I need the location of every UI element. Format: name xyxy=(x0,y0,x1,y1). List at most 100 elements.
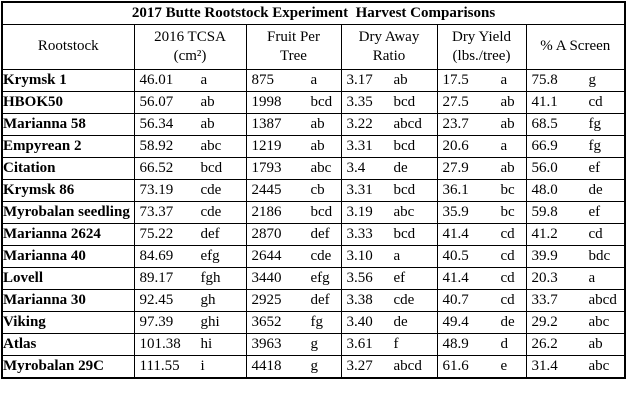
col-header-line1: 2016 TCSA xyxy=(154,28,226,45)
value-cell: 3.61 f xyxy=(340,333,438,356)
significance-group: abc xyxy=(200,138,222,154)
value-cell: 31.4 abc xyxy=(525,355,626,379)
rootstock-name-cell: Atlas xyxy=(1,333,135,356)
significance-group: def xyxy=(200,226,220,242)
value-cell: 3963 g xyxy=(245,333,342,356)
cell-value: 89.17 xyxy=(139,270,174,286)
value-cell: 41.4 cd xyxy=(436,223,527,246)
table-row: Citation 66.52 bcd 1793 abc 3.4 de 27.9 ab 56.0 ef xyxy=(1,157,626,180)
value-cell: 66.52 bcd xyxy=(133,157,247,180)
value-cell: 1998 bcd xyxy=(245,91,342,114)
significance-group: d xyxy=(500,336,509,352)
cell-value: 40.5 xyxy=(442,248,469,264)
value-cell: 41.4 cd xyxy=(436,267,527,290)
significance-group: cd xyxy=(500,270,515,286)
cell-value: 49.4 xyxy=(442,314,469,330)
value-cell: 48.9 d xyxy=(436,333,527,356)
cell-value: 3440 xyxy=(251,270,282,286)
value-cell: 27.9 ab xyxy=(436,157,527,180)
cell-value: 4418 xyxy=(251,358,282,374)
cell-value: 66.52 xyxy=(139,160,174,176)
significance-group: ab xyxy=(200,116,215,132)
value-cell: 40.7 cd xyxy=(436,289,527,312)
cell-value: 29.2 xyxy=(531,314,558,330)
cell-value: 39.9 xyxy=(531,248,558,264)
value-cell: 2644 cde xyxy=(245,245,342,268)
title-row: 2017 Butte Rootstock Experiment Harvest … xyxy=(1,1,626,25)
rootstock-name-cell: Lovell xyxy=(1,267,135,290)
significance-group: hi xyxy=(200,336,213,352)
value-cell: 101.38 hi xyxy=(133,333,247,356)
significance-group: e xyxy=(500,358,508,374)
cell-value: 26.2 xyxy=(531,336,558,352)
significance-group: g xyxy=(310,336,319,352)
value-cell: 3.4 de xyxy=(340,157,438,180)
significance-group: ab xyxy=(393,72,408,88)
value-cell: 56.07 ab xyxy=(133,91,247,114)
value-cell: 39.9 bdc xyxy=(525,245,626,268)
value-cell: 2870 def xyxy=(245,223,342,246)
significance-group: ef xyxy=(588,160,601,176)
significance-group: bcd xyxy=(393,226,416,242)
significance-group: def xyxy=(310,226,330,242)
significance-group: cde xyxy=(393,292,415,308)
significance-group: g xyxy=(310,358,319,374)
cell-value: 3963 xyxy=(251,336,282,352)
cell-value: 111.55 xyxy=(139,358,180,374)
significance-group: ab xyxy=(500,94,515,110)
rootstock-name-cell: Marianna 2624 xyxy=(1,223,135,246)
rootstock-name-cell: Myrobalan 29C xyxy=(1,355,135,379)
cell-value: 48.9 xyxy=(442,336,469,352)
significance-group: ef xyxy=(588,204,601,220)
col-header-line2: (lbs./tree) xyxy=(452,48,511,64)
value-cell: 1387 ab xyxy=(245,113,342,136)
significance-group: bc xyxy=(500,204,515,220)
significance-group: abc xyxy=(393,204,415,220)
value-cell: 75.22 def xyxy=(133,223,247,246)
value-cell: 56.34 ab xyxy=(133,113,247,136)
value-cell: 3.38 cde xyxy=(340,289,438,312)
value-cell: 26.2 ab xyxy=(525,333,626,356)
significance-group: cde xyxy=(200,204,222,220)
cell-value: 3.22 xyxy=(346,116,373,132)
value-cell: 2445 cb xyxy=(245,179,342,202)
value-cell: 17.5 a xyxy=(436,69,527,92)
significance-group: bcd xyxy=(393,94,416,110)
cell-value: 33.7 xyxy=(531,292,558,308)
significance-group: cde xyxy=(200,182,222,198)
cell-value: 92.45 xyxy=(139,292,174,308)
cell-value: 101.38 xyxy=(139,336,181,352)
cell-value: 2925 xyxy=(251,292,282,308)
significance-group: efg xyxy=(310,270,330,286)
value-cell: 111.55 i xyxy=(133,355,247,379)
cell-value: 75.8 xyxy=(531,72,558,88)
significance-group: def xyxy=(310,292,330,308)
cell-value: 41.2 xyxy=(531,226,558,242)
significance-group: fg xyxy=(310,314,324,330)
significance-group: ab xyxy=(200,94,215,110)
cell-value: 68.5 xyxy=(531,116,558,132)
significance-group: ef xyxy=(393,270,406,286)
cell-value: 48.0 xyxy=(531,182,558,198)
cell-value: 41.4 xyxy=(442,226,469,242)
significance-group: ab xyxy=(588,336,603,352)
cell-value: 61.6 xyxy=(442,358,469,374)
significance-group: efg xyxy=(200,248,220,264)
value-cell: 3.35 bcd xyxy=(340,91,438,114)
value-cell: 3.56 ef xyxy=(340,267,438,290)
cell-value: 3.38 xyxy=(346,292,373,308)
col-header-line2: Ratio xyxy=(372,48,406,64)
value-cell: 49.4 de xyxy=(436,311,527,334)
significance-group: ghi xyxy=(200,314,220,330)
cell-value: 17.5 xyxy=(442,72,469,88)
column-header-row: Rootstock 2016 TCSA (cm²) Fruit Per Tree D… xyxy=(1,24,626,70)
rootstock-name-cell: Myrobalan seedling xyxy=(1,201,135,224)
table-row: HBOK50 56.07 ab 1998 bcd 3.35 bcd 27.5 ab 41.1 cd xyxy=(1,91,626,114)
significance-group: abcd xyxy=(393,358,422,374)
cell-value: 2445 xyxy=(251,182,282,198)
significance-group: abc xyxy=(588,358,610,374)
cell-value: 41.1 xyxy=(531,94,558,110)
cell-value: 3.4 xyxy=(346,160,366,176)
significance-group: bcd xyxy=(310,94,333,110)
rootstock-name-cell: Marianna 58 xyxy=(1,113,135,136)
